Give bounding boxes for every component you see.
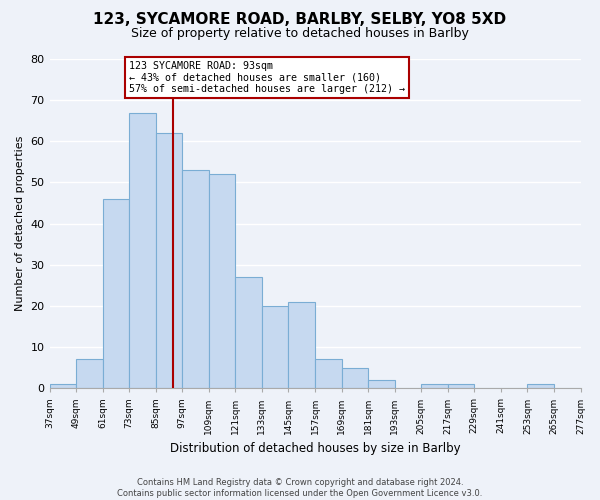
Bar xyxy=(235,277,262,388)
Bar xyxy=(527,384,554,388)
Bar xyxy=(262,306,289,388)
Bar xyxy=(421,384,448,388)
Text: Size of property relative to detached houses in Barlby: Size of property relative to detached ho… xyxy=(131,28,469,40)
Y-axis label: Number of detached properties: Number of detached properties xyxy=(15,136,25,312)
Bar xyxy=(182,170,209,388)
Bar xyxy=(341,368,368,388)
Bar xyxy=(209,174,235,388)
X-axis label: Distribution of detached houses by size in Barlby: Distribution of detached houses by size … xyxy=(170,442,460,455)
Bar xyxy=(50,384,76,388)
Bar xyxy=(103,199,129,388)
Bar xyxy=(315,360,341,388)
Text: Contains HM Land Registry data © Crown copyright and database right 2024.
Contai: Contains HM Land Registry data © Crown c… xyxy=(118,478,482,498)
Bar xyxy=(368,380,395,388)
Bar xyxy=(289,302,315,388)
Text: 123, SYCAMORE ROAD, BARLBY, SELBY, YO8 5XD: 123, SYCAMORE ROAD, BARLBY, SELBY, YO8 5… xyxy=(94,12,506,28)
Bar xyxy=(76,360,103,388)
Bar xyxy=(129,112,156,388)
Bar xyxy=(156,133,182,388)
Bar xyxy=(448,384,475,388)
Text: 123 SYCAMORE ROAD: 93sqm
← 43% of detached houses are smaller (160)
57% of semi-: 123 SYCAMORE ROAD: 93sqm ← 43% of detach… xyxy=(129,61,405,94)
